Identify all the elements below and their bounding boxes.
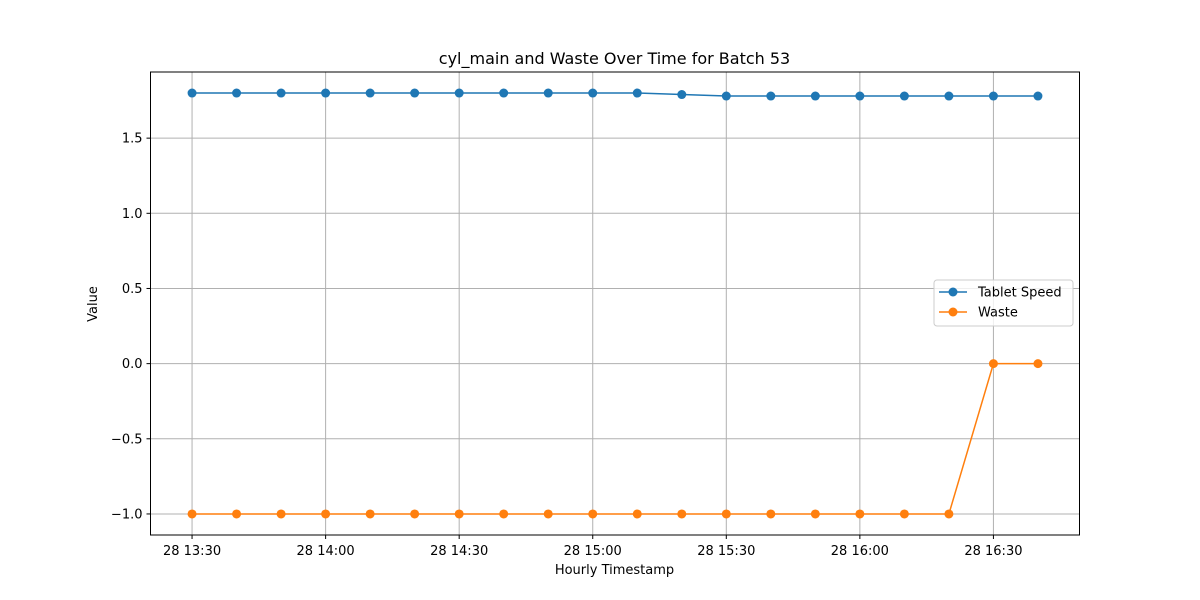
data-point bbox=[1033, 359, 1043, 369]
legend-marker bbox=[948, 287, 958, 297]
y-axis-label: Value bbox=[86, 286, 101, 322]
data-point bbox=[499, 509, 509, 519]
data-point bbox=[276, 88, 286, 98]
data-point bbox=[543, 509, 553, 519]
x-tick-label: 28 14:00 bbox=[297, 544, 355, 559]
data-point bbox=[232, 509, 242, 519]
y-tick-label: −0.5 bbox=[111, 432, 143, 447]
legend-box bbox=[933, 279, 1074, 327]
data-point bbox=[187, 509, 197, 519]
legend-marker bbox=[948, 307, 958, 317]
x-tick-label: 28 15:00 bbox=[564, 544, 622, 559]
y-tick-label: 1.0 bbox=[122, 207, 143, 222]
series-line bbox=[192, 92, 1038, 97]
data-point bbox=[677, 90, 687, 100]
data-point bbox=[454, 88, 464, 98]
data-point bbox=[543, 88, 553, 98]
data-point bbox=[588, 88, 598, 98]
data-point bbox=[855, 509, 865, 519]
x-tick-label: 28 16:30 bbox=[964, 544, 1022, 559]
data-point bbox=[721, 509, 731, 519]
data-point bbox=[632, 88, 642, 98]
plot-frame bbox=[150, 71, 1080, 536]
y-tick-label: 0.0 bbox=[122, 357, 143, 372]
data-point bbox=[232, 88, 242, 98]
data-point bbox=[410, 509, 420, 519]
data-point bbox=[944, 509, 954, 519]
data-point bbox=[187, 88, 197, 98]
x-tick-label: 28 15:30 bbox=[697, 544, 755, 559]
legend: Tablet Speed Waste bbox=[933, 279, 1074, 327]
data-point bbox=[899, 91, 909, 101]
data-point bbox=[454, 509, 464, 519]
data-point bbox=[410, 88, 420, 98]
x-tick-label: 28 14:30 bbox=[430, 544, 488, 559]
data-point bbox=[988, 359, 998, 369]
data-point bbox=[766, 91, 776, 101]
y-tick-label: 1.5 bbox=[122, 132, 143, 147]
data-point bbox=[855, 91, 865, 101]
chart-title: cyl_main and Waste Over Time for Batch 5… bbox=[439, 49, 790, 69]
data-point bbox=[899, 509, 909, 519]
series-layer bbox=[187, 88, 1043, 519]
data-point bbox=[499, 88, 509, 98]
data-point bbox=[321, 509, 331, 519]
y-tick-label: 0.5 bbox=[122, 282, 143, 297]
data-point bbox=[365, 509, 375, 519]
data-point bbox=[588, 509, 598, 519]
data-point bbox=[632, 509, 642, 519]
series-1 bbox=[187, 359, 1043, 519]
x-axis-label: Hourly Timestamp bbox=[555, 563, 674, 578]
data-point bbox=[276, 509, 286, 519]
data-point bbox=[677, 509, 687, 519]
data-point bbox=[944, 91, 954, 101]
data-point bbox=[766, 509, 776, 519]
x-tick-label: 28 16:00 bbox=[831, 544, 889, 559]
data-point bbox=[321, 88, 331, 98]
data-point bbox=[810, 91, 820, 101]
data-point bbox=[1033, 91, 1043, 101]
data-point bbox=[988, 91, 998, 101]
x-tick-label: 28 13:30 bbox=[163, 544, 221, 559]
y-axis: 1.5 1.0 0.5 0.0 −0.5 −1.0 bbox=[111, 132, 151, 522]
x-axis: 28 13:30 28 14:00 28 14:30 28 15:00 28 15:30… bbox=[163, 535, 1022, 559]
legend-label: Waste bbox=[978, 306, 1018, 321]
series-0 bbox=[187, 88, 1043, 101]
data-point bbox=[365, 88, 375, 98]
legend-label: Tablet Speed bbox=[977, 286, 1062, 301]
data-point bbox=[810, 509, 820, 519]
y-tick-label: −1.0 bbox=[111, 507, 143, 522]
series-line bbox=[192, 362, 1038, 515]
data-point bbox=[721, 91, 731, 101]
